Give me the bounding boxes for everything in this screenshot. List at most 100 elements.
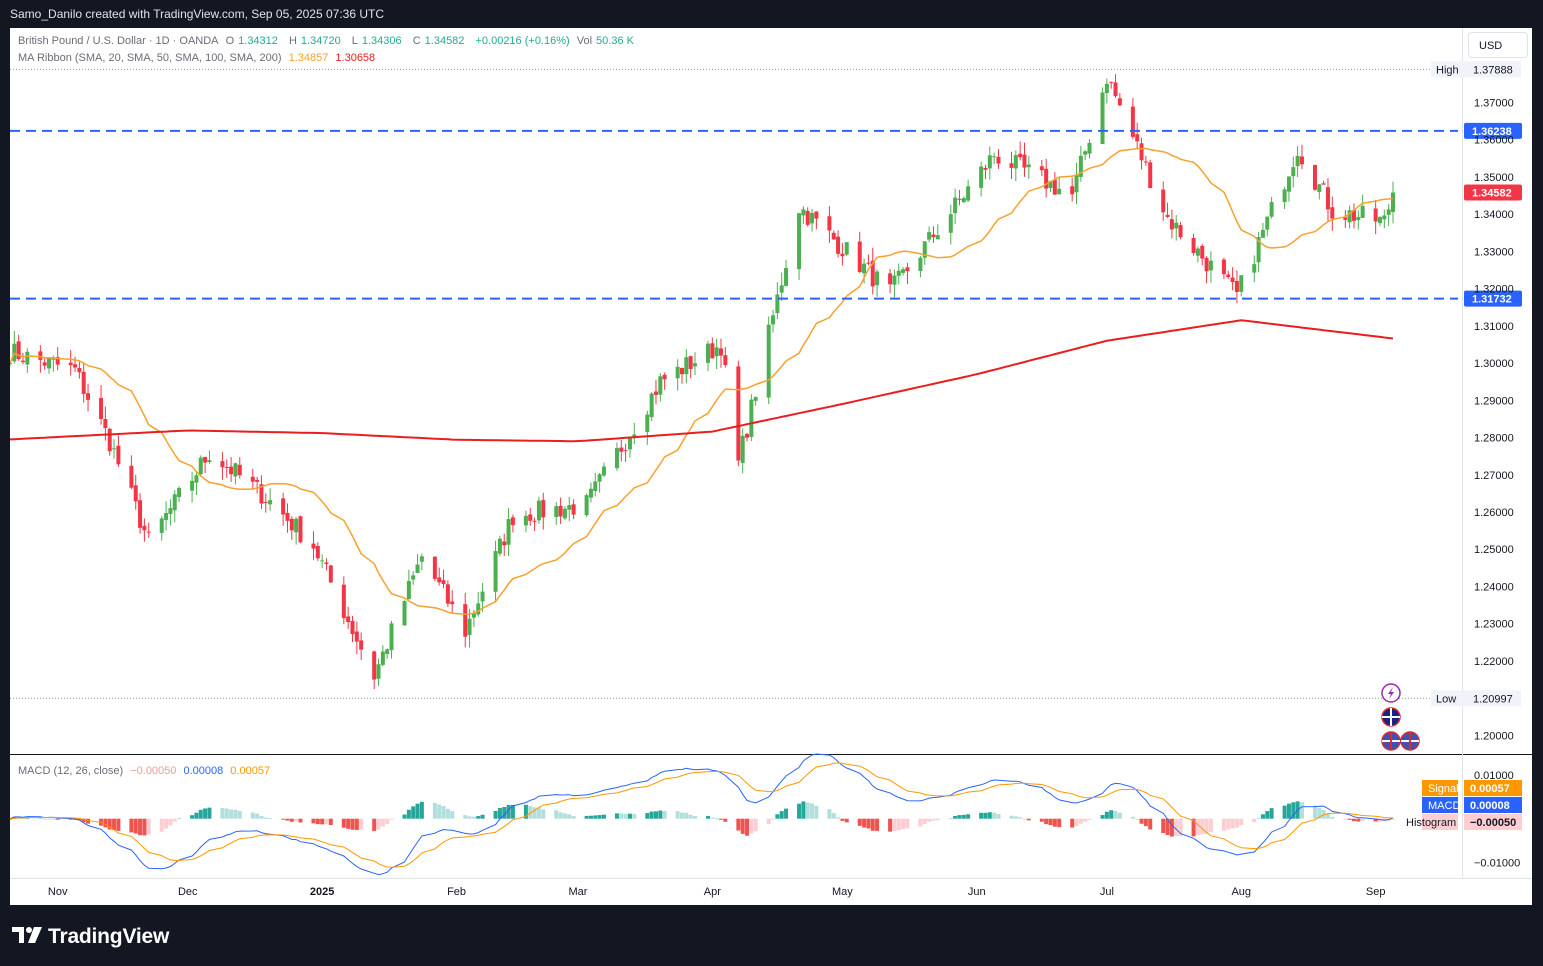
macd-histogram-bar — [1195, 818, 1200, 836]
macd-line — [10, 753, 1394, 876]
macd-histogram-bar — [1325, 813, 1330, 819]
macd-histogram-bar — [714, 818, 719, 820]
candle-down — [1325, 187, 1330, 210]
macd-histogram-bar — [1330, 816, 1335, 819]
price-chart[interactable]: High 1.37888 1.36238 1.34582 1.31732 Low 1.209… — [10, 28, 1532, 905]
currency-button[interactable]: USD — [1468, 32, 1528, 58]
macd-histogram-bar — [359, 818, 364, 830]
price-tick-label: 1.36000 — [1474, 135, 1514, 147]
tradingview-logo[interactable]: TradingView — [12, 925, 169, 949]
candle-up — [632, 434, 637, 437]
macd-histogram-bar — [1044, 818, 1049, 825]
candle-up — [1195, 248, 1200, 256]
price-axis-separator — [1462, 28, 1463, 878]
macd-histogram-bar — [870, 818, 875, 831]
macd-histogram-bar — [1351, 818, 1356, 822]
candle-up — [1252, 264, 1257, 273]
macd-histogram-bar — [983, 812, 988, 819]
macd-histogram-bar — [255, 813, 260, 819]
current-price-value: 1.34582 — [1472, 187, 1512, 199]
macd-histogram-bar — [203, 808, 208, 819]
candle-down — [1135, 134, 1140, 142]
macd-histogram-bar — [523, 804, 528, 819]
time-tick-label: May — [832, 886, 853, 898]
high-value: 1.37888 — [1473, 64, 1513, 76]
candle-down — [1109, 82, 1114, 84]
macd-histogram-bar — [814, 805, 819, 819]
macd-histogram-bar — [675, 811, 680, 819]
macd-histogram-bar — [649, 811, 654, 819]
candle-up — [268, 500, 273, 505]
macd-histogram-bar — [1083, 818, 1088, 822]
chart-frame[interactable]: High 1.37888 1.36238 1.34582 1.31732 Low 1.209… — [10, 28, 1532, 905]
candle-down — [1321, 183, 1326, 185]
candle-down — [571, 504, 576, 515]
high-label: H — [288, 35, 297, 47]
candle-up — [207, 460, 212, 463]
price-tick-label: 1.30000 — [1474, 358, 1514, 370]
macd-histogram-bar — [706, 815, 711, 819]
macd-histogram-bar — [385, 818, 390, 824]
time-axis-separator — [10, 878, 1532, 879]
candle-up — [476, 603, 481, 615]
candle-up — [1013, 155, 1018, 169]
macd-histogram-bar — [593, 815, 598, 819]
macd-histogram-bar — [536, 807, 541, 819]
candle-up — [593, 481, 598, 492]
candle-up — [112, 448, 117, 450]
macd-histogram-bar — [918, 818, 923, 827]
macd-histogram-bar — [679, 812, 684, 819]
time-tick-label: Dec — [178, 886, 198, 898]
candle-down — [142, 525, 147, 531]
candle-down — [107, 428, 112, 452]
level-price-tag — [1464, 290, 1522, 307]
candle-up — [1286, 176, 1291, 192]
candle-up — [1356, 216, 1361, 221]
candle-down — [957, 198, 962, 200]
price-tick-label: 1.28000 — [1474, 433, 1514, 445]
candle-down — [21, 360, 26, 363]
candle-up — [706, 343, 711, 363]
macd-histogram-bar — [281, 818, 286, 820]
candle-down — [1139, 143, 1144, 161]
macd-histogram-bar — [1143, 818, 1148, 827]
macd-histogram-bar — [953, 815, 958, 819]
high-label-bg — [1431, 61, 1521, 78]
high-value: H 1.34720 — [289, 35, 345, 47]
symbol-legend[interactable]: British Pound / U.S. Dollar · 1D · OANDA… — [18, 35, 642, 47]
level-price-tag — [1464, 122, 1522, 139]
macd-histogram-bar — [138, 818, 143, 836]
candle-up — [927, 232, 932, 240]
candle-up — [775, 294, 780, 314]
candle-down — [541, 500, 546, 518]
macd-histogram-bar — [467, 816, 472, 819]
candle-up — [536, 500, 541, 521]
candle-down — [42, 362, 47, 366]
macd-histogram-bar — [1100, 815, 1105, 819]
macd-histogram-bar — [627, 813, 632, 819]
macd-histogram-bar — [190, 815, 195, 819]
candle-down — [129, 465, 134, 488]
macd-histogram-bar — [1234, 818, 1239, 828]
current-price-tag — [1464, 184, 1522, 201]
macd-histogram-bar — [129, 818, 134, 833]
candle-up — [692, 363, 697, 367]
macd-tick-label: 0.01000 — [1474, 770, 1514, 782]
macd-histogram-bar — [250, 812, 255, 819]
macd-histogram-bar — [532, 807, 537, 819]
macd-histogram-bar — [1113, 810, 1118, 819]
macd-histogram-bar — [862, 818, 867, 828]
candle-down — [719, 348, 724, 356]
ma-ribbon-legend[interactable]: MA Ribbon (SMA, 20, SMA, 50, SMA, 100, S… — [18, 52, 379, 64]
candle-down — [870, 260, 875, 287]
macd-tag-label: Histogram — [1406, 817, 1456, 829]
macd-histogram-bar — [86, 818, 91, 824]
macd-histogram-bar — [372, 818, 377, 831]
macd-histogram-bar — [866, 818, 871, 829]
macd-legend[interactable]: MACD (12, 26, close) −0.00050 0.00008 0.… — [18, 765, 274, 777]
candle-down — [688, 356, 693, 369]
price-tick-label: 1.24000 — [1474, 581, 1514, 593]
macd-histogram-bar — [294, 818, 299, 822]
candle-up — [376, 664, 381, 679]
macd-histogram-bar — [463, 815, 468, 819]
